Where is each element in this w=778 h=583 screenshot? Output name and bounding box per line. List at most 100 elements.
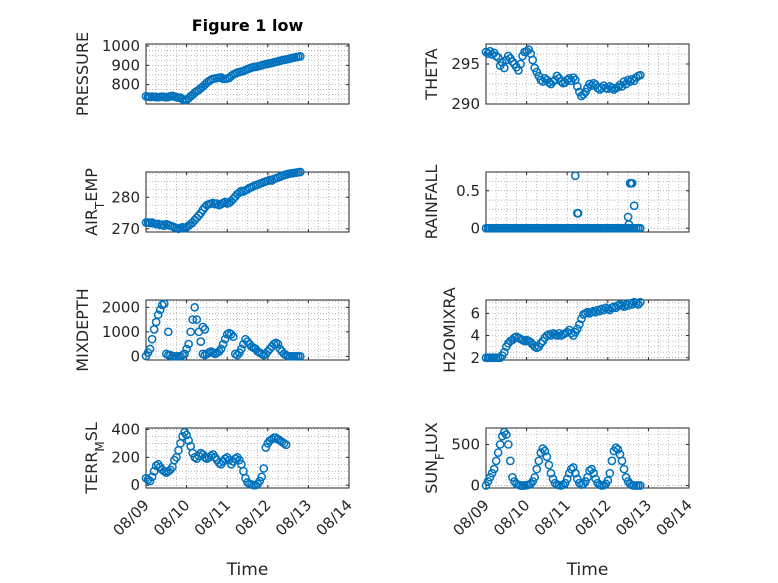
data-point — [257, 472, 267, 482]
y-tick-label: 0 — [130, 347, 140, 365]
y-axis-label: PRESSURE — [73, 32, 92, 116]
axes-4: 0 0.5 RAINFALL — [422, 165, 690, 239]
data-point — [483, 477, 493, 486]
data-point — [599, 305, 609, 315]
data-point — [570, 468, 580, 478]
data-point — [597, 83, 607, 93]
y-tick-label: 4 — [470, 327, 480, 345]
data-point — [526, 479, 536, 489]
data-point — [603, 84, 613, 94]
data-point — [589, 468, 598, 478]
data-point — [619, 464, 629, 474]
data-point — [575, 320, 584, 329]
data-point — [635, 297, 645, 307]
x-tick-label: 08/09 — [110, 496, 153, 539]
data-point — [149, 466, 159, 476]
y-tick-label: 0 — [470, 219, 480, 237]
data-point — [503, 440, 513, 449]
y-tick-label: 500 — [451, 435, 480, 453]
y-tick-label: 2 — [470, 349, 480, 367]
data-point — [198, 322, 208, 332]
y-tick-label: 0.5 — [456, 182, 480, 200]
data-point — [220, 334, 230, 344]
data-point — [155, 305, 165, 315]
data-point — [178, 432, 187, 441]
data-point — [587, 464, 596, 474]
y-tick-label: 0 — [470, 477, 480, 495]
data-point — [585, 79, 594, 89]
data-point — [564, 74, 574, 83]
y-axis-label-subscript: F — [433, 453, 447, 460]
y-tick-label: 400 — [111, 420, 140, 438]
data-point — [499, 427, 509, 437]
y-axis-label-part: H2OMIXRA — [440, 287, 459, 373]
data-point — [573, 82, 582, 91]
data-point — [493, 448, 503, 458]
data-point — [497, 431, 507, 441]
data-point — [194, 211, 204, 220]
data-point — [573, 474, 582, 484]
y-tick-label: 6 — [470, 304, 480, 322]
y-axis-label-part: SL — [82, 422, 101, 441]
data-point — [538, 444, 548, 453]
y-axis-label: TERRMSL — [82, 422, 107, 495]
x-tick-label: 08/09 — [450, 496, 493, 539]
data-point — [536, 338, 546, 348]
data-point — [147, 472, 157, 482]
data-point — [501, 430, 511, 439]
data-point — [491, 456, 501, 466]
data-point — [613, 445, 623, 454]
axes-box — [145, 299, 350, 361]
y-axis-label-part: TERR — [82, 452, 101, 495]
data-point — [255, 476, 265, 486]
y-tick-label: 200 — [111, 448, 140, 466]
data-point — [536, 75, 546, 85]
data-point — [568, 463, 578, 472]
data-point — [546, 468, 556, 478]
x-axis-label: Time — [226, 560, 269, 580]
x-tick-label: 08/13 — [612, 496, 655, 539]
data-point — [573, 208, 583, 218]
data-point — [546, 331, 556, 340]
data-point — [635, 223, 645, 233]
x-tick-label: 08/10 — [490, 496, 533, 539]
data-point — [224, 455, 234, 465]
data-point — [536, 448, 546, 458]
data-point — [556, 77, 566, 86]
data-point — [182, 430, 191, 440]
y-axis-label: AIRTEMP — [82, 168, 107, 236]
data-point — [237, 344, 246, 354]
data-point — [552, 71, 562, 81]
data-point — [216, 72, 226, 82]
axes-box — [145, 171, 350, 233]
x-axis-label: Time — [566, 560, 609, 580]
y-axis-label-part: EMP — [82, 168, 101, 202]
data-point — [267, 434, 277, 444]
x-tick-label: 08/14 — [313, 496, 356, 539]
data-point — [508, 472, 517, 482]
x-tick-label: 08/11 — [191, 496, 234, 539]
y-axis-label-part: MIXDEPTH — [73, 288, 92, 371]
y-axis-label: THETA — [422, 48, 441, 100]
data-point — [629, 201, 639, 211]
data-point — [230, 454, 240, 464]
y-tick-label: 1000 — [102, 37, 140, 55]
x-tick-label: 08/13 — [272, 496, 315, 539]
data-point — [508, 57, 517, 66]
y-axis-label-part: SUN — [422, 460, 441, 494]
data-point — [214, 347, 224, 356]
data-point — [499, 347, 509, 357]
data-point — [212, 199, 222, 208]
y-tick-label: 800 — [111, 76, 140, 94]
data-point — [623, 75, 633, 85]
data-point — [566, 328, 576, 338]
data-point — [190, 452, 200, 462]
y-axis-label: H2OMIXRA — [440, 287, 459, 373]
data-point — [619, 77, 629, 86]
data-point — [159, 299, 169, 309]
data-point — [220, 454, 230, 464]
data-point — [200, 452, 210, 462]
data-point — [562, 474, 572, 484]
